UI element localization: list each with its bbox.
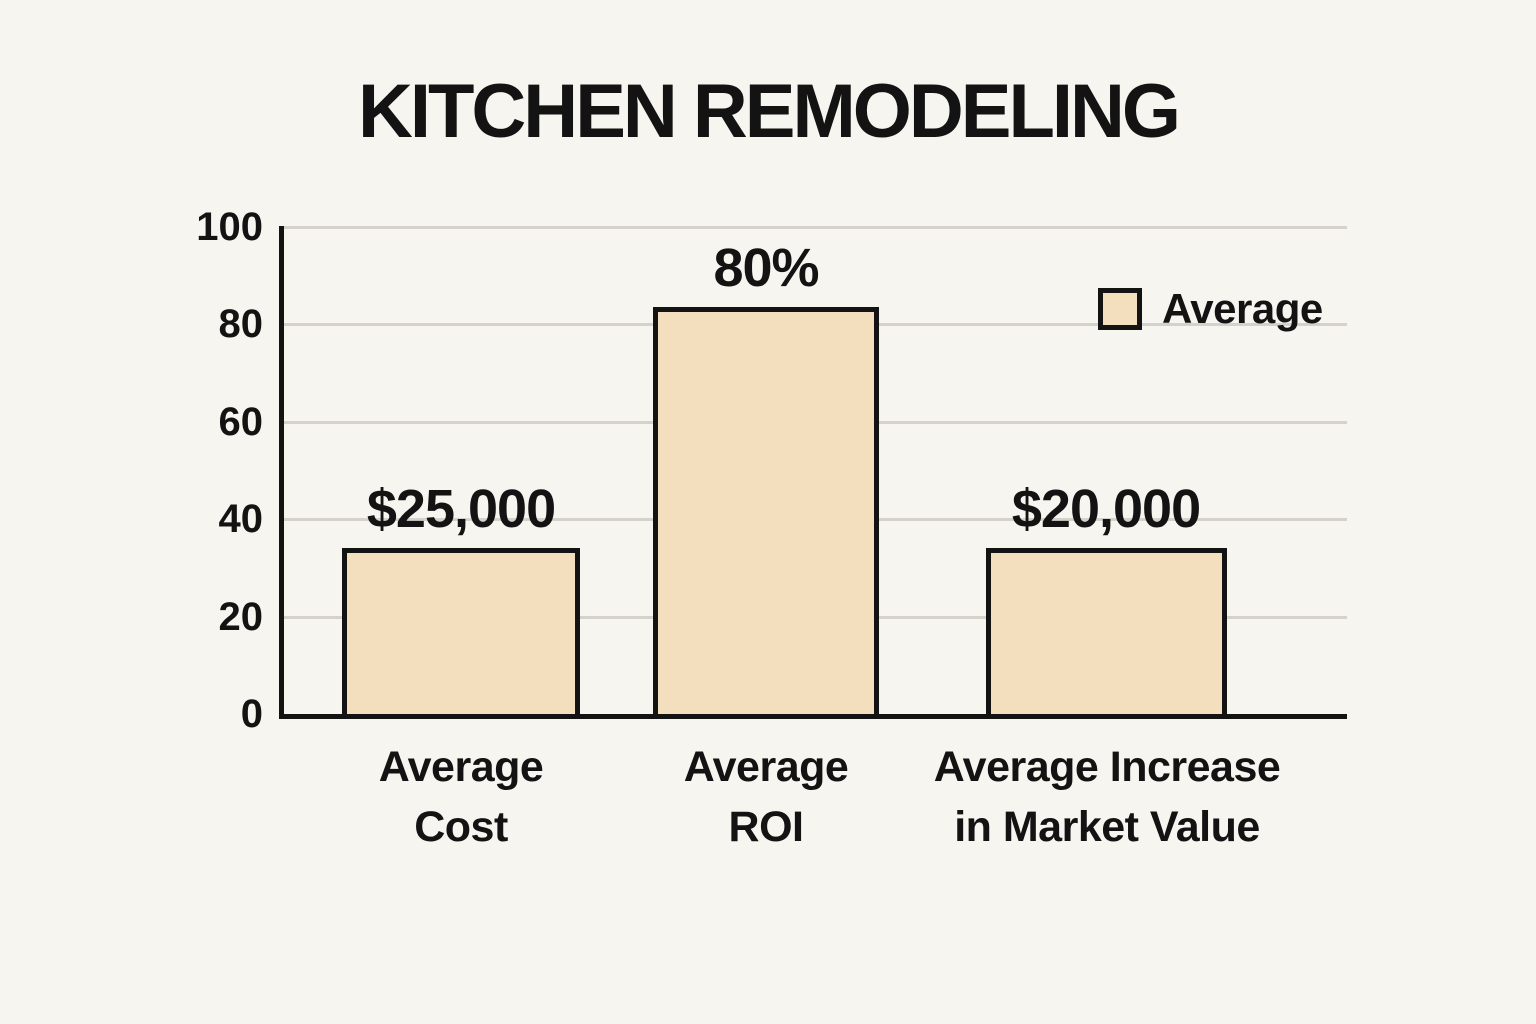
gridline-100	[284, 226, 1347, 229]
value-label-average-cost: $25,000	[366, 479, 556, 540]
y-axis-tick-40: 40	[218, 497, 264, 541]
x-label-line: in Market Value	[954, 803, 1260, 851]
x-label-average-cost: Average Cost	[251, 737, 671, 857]
y-axis-tick-100: 100	[196, 205, 263, 249]
x-label-average-roi: Average ROI	[556, 737, 976, 857]
x-label-line: Average	[683, 743, 849, 791]
bar-average-market-increase	[986, 548, 1227, 714]
value-label-average-market-increase: $20,000	[1011, 479, 1201, 540]
x-label-line: Cost	[414, 803, 508, 851]
y-axis-tick-60: 60	[218, 400, 264, 444]
y-axis-tick-20: 20	[218, 595, 264, 639]
legend-label: Average	[1162, 285, 1323, 332]
legend-swatch-icon	[1098, 288, 1142, 330]
y-axis-tick-80: 80	[218, 302, 264, 346]
plot-area: $25,000 80% $20,000	[284, 226, 1347, 714]
x-axis-line	[279, 714, 1347, 719]
bar-average-cost	[342, 548, 580, 714]
x-label-average-market-increase: Average Increase in Market Value	[897, 737, 1317, 857]
bar-average-roi	[653, 307, 879, 714]
x-label-line: Average	[378, 743, 544, 791]
y-axis-tick-0: 0	[240, 692, 263, 736]
y-axis-line	[279, 226, 284, 719]
value-label-average-roi: 80%	[713, 238, 819, 299]
x-label-line: ROI	[728, 803, 804, 851]
x-label-line: Average Increase	[933, 743, 1281, 791]
chart-title: KITCHEN REMODELING	[358, 69, 1181, 154]
